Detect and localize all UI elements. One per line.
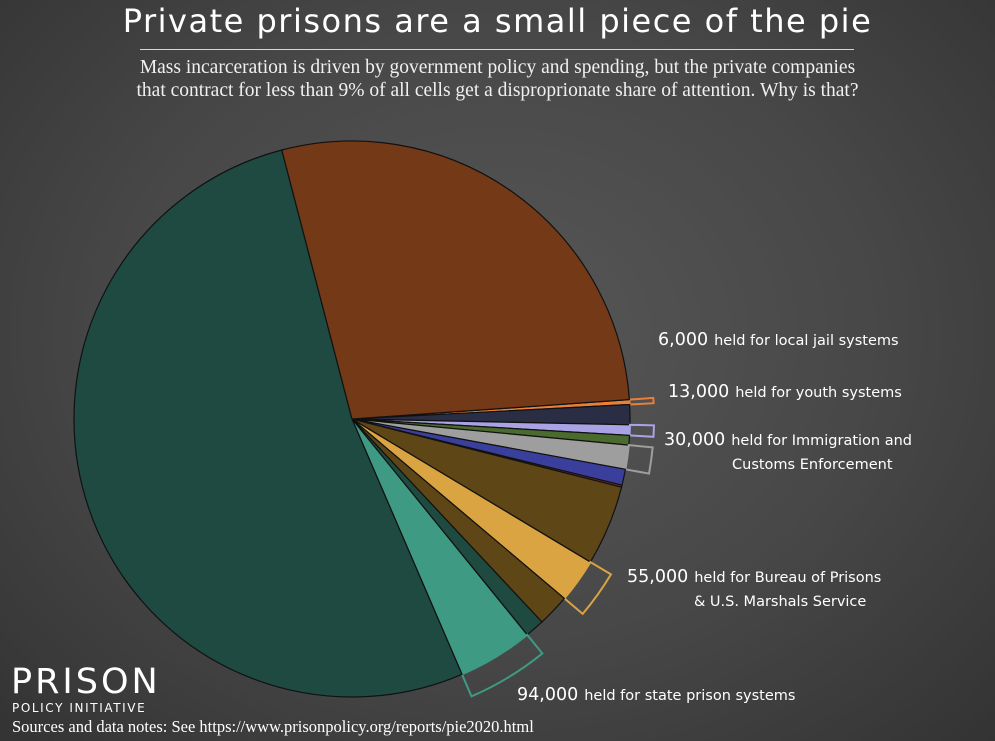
slice-label-2-number: 13,000 — [668, 382, 729, 402]
pie-slice-11-private-outline — [460, 633, 544, 698]
slice-label-2: 13,000 held for youth systems — [668, 382, 902, 402]
slice-label-2-text: held for youth systems — [735, 385, 902, 401]
slice-label-4: 30,000 held for Immigration and — [664, 430, 912, 450]
chart-title: Private prisons are a small piece of the… — [122, 2, 873, 40]
slice-label-8: 55,000 held for Bureau of Prisons — [627, 567, 881, 587]
slice-label-8-number: 55,000 — [627, 567, 688, 587]
pie-slice-8-private-outline — [562, 560, 613, 616]
title-underline — [140, 49, 854, 50]
slice-label-8-text: held for Bureau of Prisons — [694, 570, 881, 586]
pie-slice-0-private-outline — [628, 396, 655, 406]
slice-label-4-number: 30,000 — [664, 430, 725, 450]
subtitle-line-1: Mass incarceration is driven by governme… — [139, 57, 856, 78]
slice-label-11-text: held for state prison systems — [584, 688, 795, 704]
slice-label-0-text: held for local jail systems — [714, 333, 898, 349]
pie-slice-2-private-outline — [628, 423, 655, 438]
pie-slice-4-private-outline — [624, 444, 654, 475]
subtitle-line-2: that contract for less than 9% of all ce… — [136, 80, 859, 101]
slice-label-4-text-line2: Customs Enforcement — [732, 457, 893, 473]
slice-label-11-number: 94,000 — [517, 685, 578, 705]
logo-subtext: POLICY INITIATIVE — [12, 701, 147, 715]
slice-label-4-text: held for Immigration and — [731, 433, 912, 449]
pie-slice-13 — [281, 140, 630, 420]
pie-slice-12 — [73, 149, 463, 698]
slice-label-0: 6,000 held for local jail systems — [658, 330, 899, 350]
slice-label-8-text-line2: & U.S. Marshals Service — [694, 594, 866, 610]
logo-wordmark: PRISON — [11, 662, 161, 702]
slice-label-0-number: 6,000 — [658, 330, 708, 350]
sources-note: Sources and data notes: See https://www.… — [12, 717, 534, 736]
slice-label-11: 94,000 held for state prison systems — [517, 685, 795, 705]
